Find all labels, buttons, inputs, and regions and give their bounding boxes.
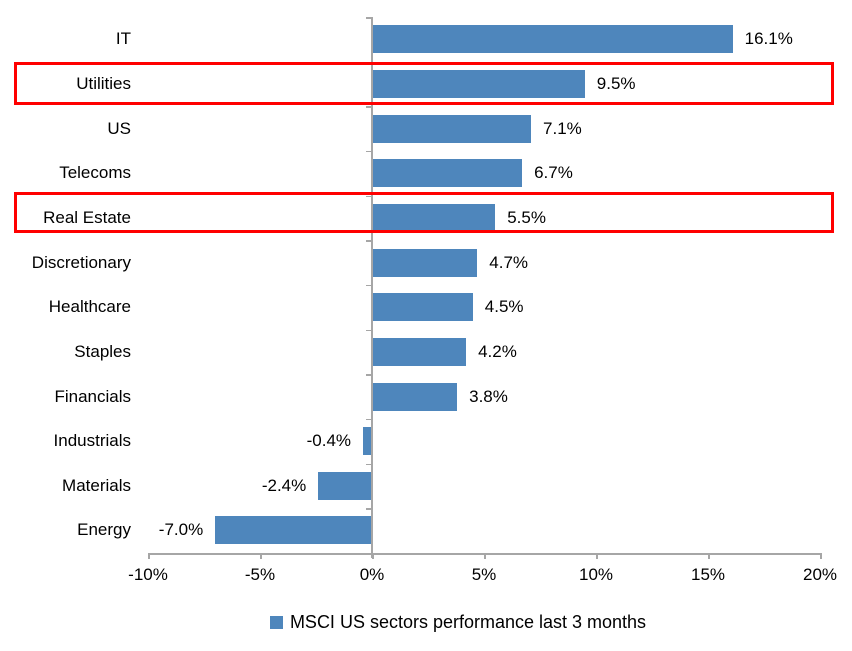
category-label: Energy: [77, 520, 131, 540]
category-label: Telecoms: [59, 163, 131, 183]
category-axis-tick: [366, 106, 372, 108]
category-axis-tick: [366, 284, 372, 287]
bar: [372, 382, 458, 411]
bar: [372, 203, 496, 232]
category-axis-tick: [366, 374, 372, 376]
category-axis-tick: [366, 195, 372, 198]
legend-label: MSCI US sectors performance last 3 month…: [289, 612, 647, 632]
value-label: 9.5%: [596, 73, 636, 93]
bar: [215, 516, 372, 545]
x-tick-label: 0%: [359, 565, 385, 584]
x-tick-label: 5%: [471, 565, 497, 584]
category-label: IT: [115, 29, 131, 49]
value-label: 16.1%: [744, 29, 793, 49]
legend-swatch-icon: [269, 615, 283, 629]
value-label: 3.8%: [469, 386, 508, 406]
value-label: 5.5%: [507, 207, 546, 227]
bar: [372, 159, 523, 188]
value-label: 4.7%: [489, 252, 529, 272]
x-axis-tick: [260, 553, 262, 559]
value-label: -2.4%: [261, 475, 307, 495]
category-label: Real Estate: [43, 207, 131, 227]
x-axis-tick: [708, 553, 710, 559]
category-label: Financials: [54, 386, 131, 406]
x-tick-label: 10%: [578, 565, 614, 584]
x-axis-tick: [372, 553, 374, 559]
category-axis-tick: [366, 418, 372, 421]
x-tick-label: -5%: [244, 565, 276, 584]
bar: [372, 114, 532, 143]
category-label: Healthcare: [48, 297, 131, 317]
value-label: -7.0%: [158, 520, 204, 540]
bar: [372, 337, 467, 366]
x-tick-label: 20%: [802, 565, 838, 584]
x-tick-label: 15%: [690, 565, 726, 584]
legend: MSCI US sectors performance last 3 month…: [32, 611, 852, 633]
category-label: US: [107, 118, 131, 138]
x-axis-tick: [820, 553, 822, 559]
y-axis-line: [371, 17, 373, 558]
x-axis-tick: [484, 553, 486, 559]
category-axis-tick: [366, 329, 372, 332]
category-axis-tick: [366, 508, 372, 510]
value-label: 7.1%: [543, 118, 582, 138]
value-label: 6.7%: [534, 163, 573, 183]
bar: [372, 293, 473, 322]
highlight-box: [14, 191, 834, 233]
category-label: Utilities: [76, 73, 131, 93]
category-axis-tick: [366, 240, 372, 242]
category-label: Industrials: [53, 431, 131, 451]
x-axis-tick: [596, 553, 598, 559]
category-label: Materials: [62, 475, 131, 495]
category-label: Staples: [74, 341, 131, 361]
bar: [372, 25, 733, 54]
bar: [363, 427, 372, 456]
x-tick-label: -10%: [128, 565, 168, 584]
value-label: -0.4%: [306, 431, 352, 451]
bar: [372, 248, 478, 277]
category-axis-tick: [366, 17, 372, 19]
value-label: 4.5%: [484, 297, 524, 317]
highlight-box: [14, 61, 834, 105]
category-axis-tick: [366, 463, 372, 465]
value-label: 4.2%: [478, 341, 517, 361]
bar: [318, 471, 372, 500]
category-label: Discretionary: [31, 252, 131, 272]
x-axis-tick: [148, 553, 150, 559]
bar: [372, 69, 585, 98]
category-axis-tick: [366, 150, 372, 153]
